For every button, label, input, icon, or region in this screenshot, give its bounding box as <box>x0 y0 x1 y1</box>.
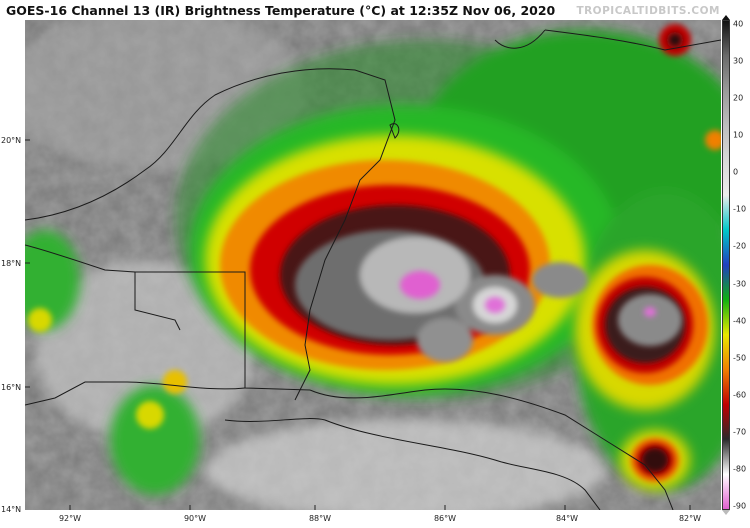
lon-label-88w: 88°W <box>308 514 332 523</box>
source-watermark: TROPICALTIDBITS.COM <box>576 5 720 17</box>
lon-label-92w: 92°W <box>58 514 82 523</box>
chart-title: GOES-16 Channel 13 (IR) Brightness Tempe… <box>6 3 556 18</box>
colorbar-tick-label: 0 <box>733 167 739 177</box>
lon-label-86w: 86°W <box>433 514 457 523</box>
ir-imagery <box>25 20 721 510</box>
colorbar-tick-label: -70 <box>733 427 747 437</box>
colorbar-tick-label: -90 <box>733 501 747 511</box>
lon-label-84w: 84°W <box>555 514 579 523</box>
lat-label-18n: 18°N <box>1 259 22 268</box>
colorbar-tick-label: 20 <box>733 93 744 103</box>
lat-label-16n: 16°N <box>1 383 22 392</box>
colorbar-tick-label: -60 <box>733 390 747 400</box>
lon-label-90w: 90°W <box>183 514 207 523</box>
colorbar-tick-label: -50 <box>733 353 747 363</box>
colorbar-bottom-arrow <box>722 510 730 515</box>
colorbar-tick-label: -30 <box>733 279 747 289</box>
colorbar-tick-label: 40 <box>733 19 744 29</box>
title-bar: GOES-16 Channel 13 (IR) Brightness Tempe… <box>0 0 750 20</box>
satellite-map <box>25 20 721 510</box>
colorbar-top-arrow <box>722 15 730 20</box>
lon-label-82w: 82°W <box>678 514 702 523</box>
colorbar-tick-label: -20 <box>733 241 747 251</box>
lat-label-14n: 14°N <box>1 505 22 514</box>
colorbar-tick-label: 10 <box>733 130 744 140</box>
temperature-colorbar <box>722 20 730 510</box>
lat-label-20n: 20°N <box>1 136 22 145</box>
colorbar-tick-label: -10 <box>733 204 747 214</box>
colorbar-tick-label: 30 <box>733 56 744 66</box>
colorbar-tick-label: -80 <box>733 464 747 474</box>
colorbar-tick-label: -40 <box>733 316 747 326</box>
